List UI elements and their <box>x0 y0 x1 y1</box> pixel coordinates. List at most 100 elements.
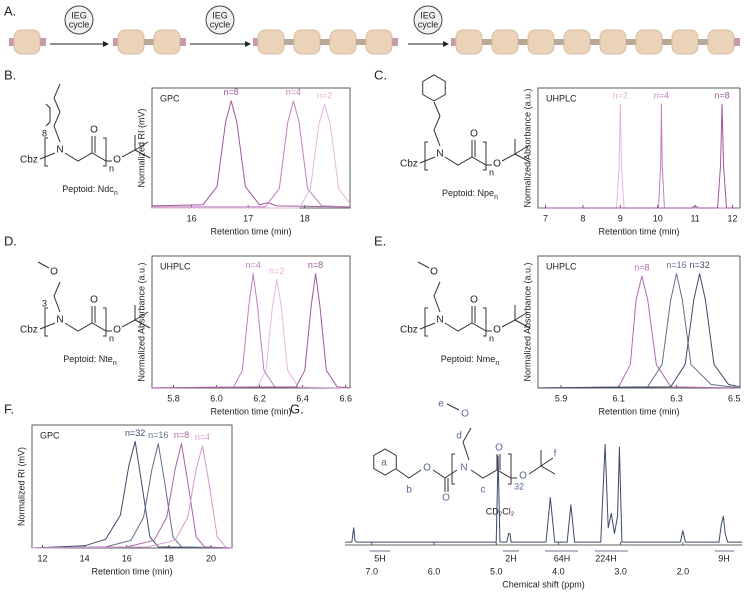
trace <box>538 103 740 209</box>
atom: O <box>519 471 527 482</box>
end-cap <box>113 38 119 46</box>
y-axis-label: Normalized RI (mV) <box>136 108 146 187</box>
atom: O <box>113 325 121 336</box>
x-tick-label: 5.8 <box>167 393 180 403</box>
atom: O <box>430 267 438 278</box>
bond <box>53 111 61 143</box>
x-tick-label: 4.0 <box>552 566 565 576</box>
integral-label: 64H <box>554 553 571 563</box>
plot-frame <box>31 424 233 549</box>
bond <box>483 141 487 171</box>
bond <box>514 311 529 321</box>
atom: O <box>493 159 501 170</box>
cycle-icon <box>205 5 235 35</box>
bond <box>53 281 61 313</box>
bond <box>470 469 517 479</box>
monomer-bead <box>563 29 591 55</box>
bond <box>373 448 397 476</box>
x-tick-label: 7.0 <box>365 566 378 576</box>
x-axis-label: Retention time (min) <box>598 226 679 236</box>
series-label: n=2 <box>269 266 284 276</box>
atom: N <box>460 463 467 474</box>
linker <box>662 39 672 45</box>
series-label: n=8 <box>714 90 729 100</box>
bond <box>419 322 436 330</box>
structure-label: Peptoid: Npen <box>442 188 498 200</box>
atom: O <box>442 493 450 504</box>
cycle-label: IEG <box>71 10 87 20</box>
plot-frame <box>537 87 741 209</box>
x-tick-label: 12 <box>728 213 738 223</box>
label-sub: n <box>114 190 118 197</box>
atom: O <box>470 129 478 140</box>
chart-title: GPC <box>40 430 60 440</box>
linker <box>554 39 564 45</box>
monomer-bead <box>455 29 483 55</box>
y-axis-label: Normalized Absorbance (a.u.) <box>522 262 532 381</box>
bond <box>424 307 428 337</box>
monomer-bead <box>599 29 627 55</box>
bond <box>433 281 441 313</box>
x-tick-label: 5.0 <box>490 566 503 576</box>
x-tick-label: 6.2 <box>253 393 266 403</box>
x-tick-label: 18 <box>164 553 174 563</box>
repeat: n <box>109 163 114 173</box>
chart-title: UHPLC <box>546 93 577 103</box>
series-label: n=4 <box>246 260 261 270</box>
x-tick-label: 3.0 <box>614 566 627 576</box>
series-label: n=16 <box>148 430 168 440</box>
bond <box>528 465 556 475</box>
atom: O <box>423 463 431 474</box>
atom: Cbz <box>400 159 418 170</box>
panel-label: C. <box>374 67 387 82</box>
bond <box>37 261 50 269</box>
panel-label: E. <box>374 233 386 248</box>
linker <box>356 39 366 45</box>
x-tick-label: 11 <box>690 213 699 223</box>
series-label: n=4 <box>195 432 210 442</box>
cycle-label: cycle <box>210 19 231 29</box>
bond <box>444 322 492 332</box>
peak-letter: b <box>406 485 412 496</box>
atom: O <box>493 325 501 336</box>
linker <box>590 39 600 45</box>
atom: N <box>436 149 443 160</box>
peak-letter: e <box>438 399 444 410</box>
x-tick-label: 16 <box>187 213 197 223</box>
atom: O <box>50 267 58 278</box>
trace <box>31 445 233 549</box>
x-axis-label: Retention time (min) <box>210 406 291 416</box>
bond <box>134 141 149 151</box>
cycle-label: cycle <box>69 19 90 29</box>
series-label: n=32 <box>689 260 709 270</box>
end-cap <box>734 38 740 46</box>
bond <box>462 427 472 461</box>
bond <box>64 152 112 162</box>
end-cap <box>253 38 259 46</box>
atom: N <box>56 145 63 156</box>
monomer-bead <box>329 29 357 55</box>
label-text: Peptoid: Nme <box>441 354 496 364</box>
series-label: n=2 <box>613 90 628 100</box>
trace <box>345 443 742 543</box>
bond <box>44 137 48 167</box>
x-axis-label: Retention time (min) <box>210 226 291 236</box>
linker <box>320 39 330 45</box>
monomer-bead <box>13 29 41 55</box>
end-cap <box>40 38 46 46</box>
bond <box>417 261 430 269</box>
x-tick-label: 2.0 <box>677 566 690 576</box>
monomer-bead <box>635 29 663 55</box>
x-tick-label: 14 <box>80 553 90 563</box>
linker <box>518 39 528 45</box>
x-tick-label: 10 <box>653 213 663 223</box>
trace <box>538 103 740 209</box>
monomer-bead <box>365 29 393 55</box>
bond <box>444 156 492 166</box>
x-tick-label: 6.6 <box>339 393 352 403</box>
bond <box>395 468 422 479</box>
monomer-bead <box>527 29 555 55</box>
end-cap <box>451 38 457 46</box>
